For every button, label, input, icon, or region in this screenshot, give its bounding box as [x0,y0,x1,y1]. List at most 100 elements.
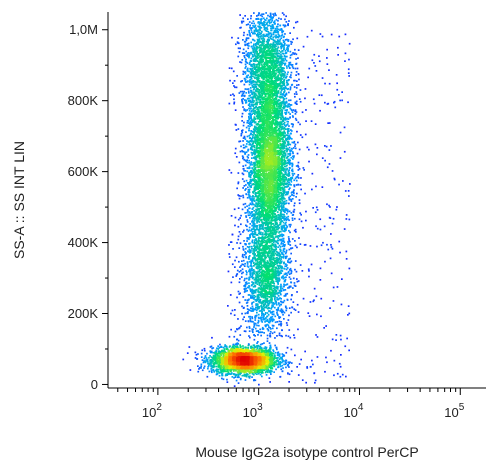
event-dot [345,258,348,260]
event-dot [308,148,310,151]
event-dot [248,70,251,73]
event-dot [241,98,243,101]
event-dot [282,224,285,227]
event-dot [269,32,272,34]
event-dot [255,255,258,257]
event-dot [260,255,262,257]
event-dot [252,276,255,279]
event-dot [339,365,342,368]
event-dot [279,74,282,77]
event-dot [290,40,292,43]
event-dot [290,108,293,111]
event-dot [279,126,282,129]
event-dot [275,235,278,238]
event-dot [249,27,252,30]
event-dot [282,257,285,259]
event-dot [281,29,283,31]
event-dot [281,123,284,126]
event-dot [281,167,284,170]
event-dot [222,378,225,381]
event-dot [291,53,293,56]
event-dot [275,53,277,55]
event-dot [244,287,247,290]
event-dot [266,293,269,296]
event-dot [209,363,212,365]
event-dot [245,39,248,42]
event-dot [275,18,278,21]
event-dot [276,279,279,281]
event-dot [245,99,248,102]
event-dot [251,376,253,378]
event-dot [283,295,286,297]
event-dot [257,330,259,332]
event-dot [283,91,285,94]
event-dot [256,108,258,111]
event-dot [273,52,276,55]
event-dot [287,148,289,151]
event-dot [257,341,259,343]
event-dot [305,120,307,122]
event-dot [248,141,250,144]
event-dot [287,65,290,68]
event-dot [290,129,292,131]
event-dot [280,310,283,312]
event-dot [284,85,287,88]
event-dot [332,217,335,220]
event-dot [330,246,333,248]
event-dot [255,18,258,20]
event-dot [249,125,251,128]
event-dot [278,255,281,257]
event-dot [272,232,275,235]
event-dot [268,47,270,50]
event-dot [286,128,289,130]
event-dot [247,186,249,189]
event-dot [257,106,259,109]
event-dot [259,57,262,60]
event-dot [301,111,304,114]
event-dot [263,259,265,261]
event-dot [256,101,259,104]
event-dot [277,260,279,263]
event-dot [245,184,247,186]
event-dot [258,287,261,289]
event-dot [313,299,315,302]
event-dot [254,253,256,256]
event-dot [262,252,265,255]
event-dot [261,306,263,308]
event-dot [255,315,257,318]
event-dot [282,150,285,153]
event-dot [249,24,251,27]
event-dot [289,178,291,181]
event-dot [208,356,210,359]
event-dot [242,124,245,127]
event-dot [297,169,300,171]
event-dot [254,258,257,260]
event-dot [252,328,254,331]
event-dot [279,266,282,268]
event-dot [256,288,258,291]
event-dot [282,214,285,216]
event-dot [280,220,283,222]
event-dot [290,177,293,179]
event-dot [255,74,258,76]
event-dot [277,282,279,284]
event-dot [241,260,243,262]
event-dot [294,109,297,111]
event-dot [250,138,253,141]
event-dot [316,356,319,358]
event-dot [263,303,265,306]
event-dot [281,12,284,14]
event-dot [267,321,270,324]
event-dot [284,176,287,178]
event-dot [278,99,281,102]
event-dot [262,13,265,15]
event-dot [335,334,338,336]
event-dot [243,279,246,282]
event-dot [242,165,245,167]
event-dot [291,165,294,168]
event-dot [282,93,284,95]
event-dot [272,350,275,353]
event-dot [227,305,229,307]
event-dot [273,212,275,214]
event-dot [251,301,254,304]
